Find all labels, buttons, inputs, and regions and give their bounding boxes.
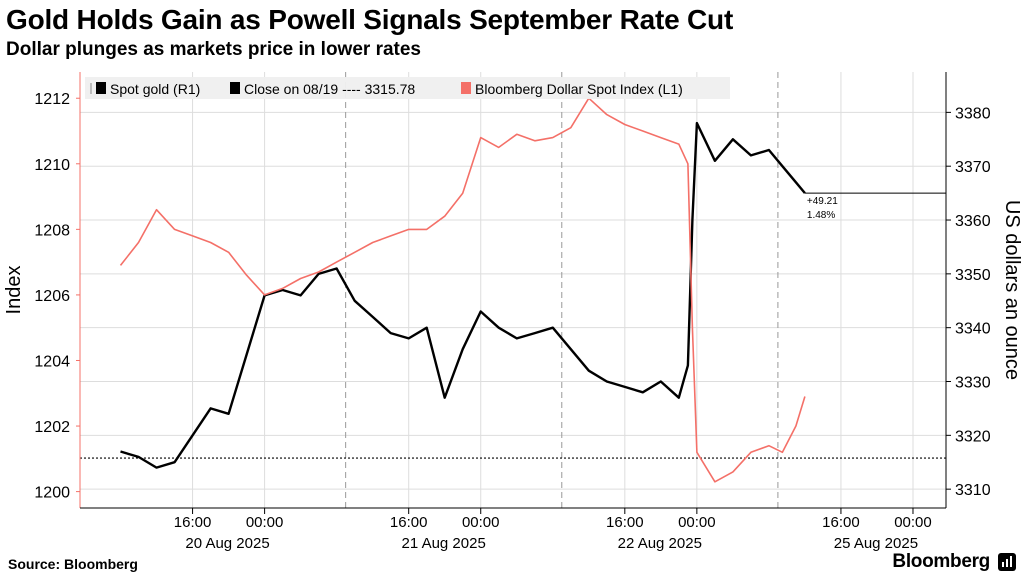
x-tick-label: 16:00 [174, 514, 212, 531]
y-right-tick-label: 3340 [955, 321, 991, 338]
legend-label: Bloomberg Dollar Spot Index (L1) [475, 81, 683, 97]
series-line-dollar-index [119, 97, 806, 483]
y-right-tick-label: 3370 [955, 159, 991, 176]
y-left-axis-title: Index [3, 266, 25, 315]
legend: Spot gold (R1) Close on 08/19 ---- 3315.7… [85, 77, 730, 99]
chart-title: Gold Holds Gain as Powell Signals Septem… [6, 4, 734, 35]
x-date-label: 25 Aug 2025 [834, 535, 918, 552]
annotation: +49.21 1.48% [804, 192, 946, 221]
x-date-label: 21 Aug 2025 [402, 535, 486, 552]
y-left-tick-label: 1204 [34, 353, 70, 370]
y-right-tick-label: 3330 [955, 375, 991, 392]
x-date-label: 22 Aug 2025 [618, 535, 702, 552]
legend-label: Spot gold (R1) [110, 81, 200, 97]
y-right-tick-label: 3360 [955, 213, 991, 230]
brand-logo: Bloomberg [892, 551, 990, 572]
legend-swatch [96, 82, 106, 94]
series-group [80, 97, 946, 483]
y-left-tick-label: 1208 [34, 222, 70, 239]
annotation-change-label: +49.21 [807, 196, 838, 207]
y-right-tick-label: 3310 [955, 482, 991, 499]
legend-swatch [230, 82, 240, 94]
y-left-tick-label: 1210 [34, 157, 70, 174]
y-right-tick-label: 3320 [955, 428, 991, 445]
grid [80, 72, 946, 508]
axes: 16:00 20 Aug 2025 00:00 16:00 21 Aug 2025 00:… [3, 72, 1023, 552]
legend-label: Close on 08/19 ---- 3315.78 [244, 81, 415, 97]
source-note: Source: Bloomberg [8, 556, 138, 572]
x-tick-label: 16:00 [390, 514, 428, 531]
x-date-label: 20 Aug 2025 [185, 535, 269, 552]
legend-box [85, 77, 730, 99]
y-right-tick-label: 3350 [955, 267, 991, 284]
x-tick-label: 00:00 [246, 514, 284, 531]
y-right-tick-label: 3380 [955, 105, 991, 122]
x-tick-label: 16:00 [606, 514, 644, 531]
x-tick-label: 00:00 [894, 514, 932, 531]
y-right-axis-title: US dollars an ounce [1001, 200, 1023, 380]
x-tick-label: 16:00 [822, 514, 860, 531]
x-tick-label: 00:00 [678, 514, 716, 531]
legend-swatch [461, 82, 471, 94]
bloomberg-mark-icon [998, 553, 1016, 571]
chart-subtitle: Dollar plunges as markets price in lower… [6, 39, 421, 60]
series-line-spot-gold [120, 121, 806, 469]
x-tick-label: 00:00 [462, 514, 500, 531]
y-left-tick-label: 1206 [34, 288, 70, 305]
y-left-tick-label: 1200 [34, 485, 70, 502]
y-left-tick-label: 1212 [34, 91, 70, 108]
y-left-tick-label: 1202 [34, 419, 70, 436]
annotation-percent-label: 1.48% [807, 210, 835, 221]
